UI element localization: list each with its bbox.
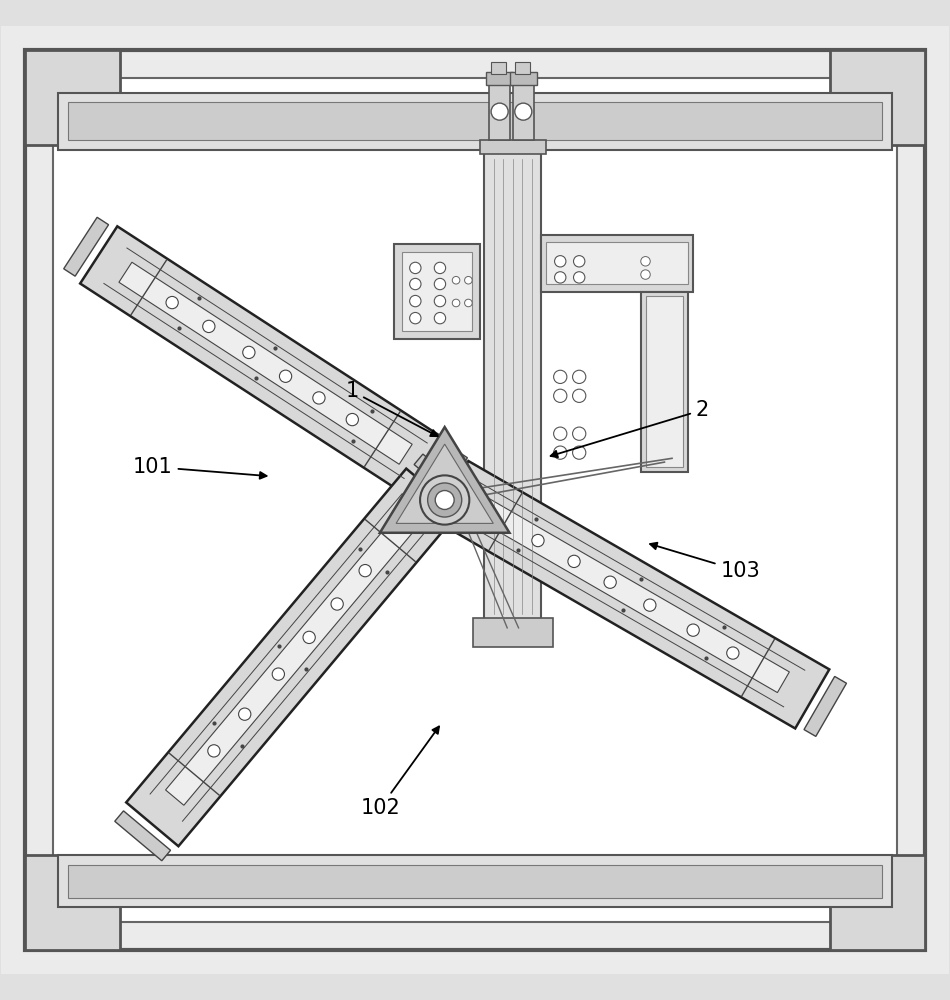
Text: 103: 103: [650, 543, 760, 581]
Bar: [645, 296, 683, 467]
Circle shape: [573, 446, 586, 459]
Circle shape: [644, 599, 655, 611]
Polygon shape: [119, 262, 412, 464]
Bar: [480, 140, 546, 154]
Bar: [25, 50, 120, 145]
Circle shape: [687, 624, 699, 636]
Circle shape: [273, 668, 284, 680]
Bar: [513, 83, 534, 140]
Circle shape: [435, 491, 454, 509]
Polygon shape: [423, 450, 467, 509]
Circle shape: [303, 631, 315, 644]
Polygon shape: [80, 226, 451, 500]
Circle shape: [208, 745, 220, 757]
Circle shape: [409, 312, 421, 324]
Circle shape: [554, 446, 567, 459]
Circle shape: [279, 370, 292, 382]
Bar: [491, 62, 506, 74]
Circle shape: [555, 272, 566, 283]
Circle shape: [452, 276, 460, 284]
Bar: [58, 93, 892, 150]
Circle shape: [573, 370, 586, 383]
Text: 1: 1: [345, 381, 438, 436]
Circle shape: [554, 427, 567, 440]
Bar: [473, 618, 553, 647]
Bar: [640, 292, 688, 472]
Circle shape: [420, 475, 469, 525]
Polygon shape: [414, 454, 470, 504]
Circle shape: [573, 427, 586, 440]
Circle shape: [313, 392, 325, 404]
Circle shape: [574, 272, 585, 283]
Polygon shape: [804, 676, 846, 736]
Circle shape: [409, 262, 421, 274]
Text: 101: 101: [133, 457, 267, 479]
Circle shape: [166, 296, 179, 309]
Circle shape: [465, 276, 472, 284]
Bar: [546, 242, 688, 284]
Polygon shape: [474, 497, 789, 693]
Text: 2: 2: [551, 400, 709, 457]
Circle shape: [238, 708, 251, 720]
Circle shape: [640, 257, 650, 266]
Polygon shape: [434, 461, 829, 728]
Circle shape: [434, 278, 446, 290]
Bar: [830, 50, 925, 145]
Circle shape: [727, 647, 739, 659]
Bar: [402, 252, 472, 331]
Circle shape: [243, 346, 255, 359]
Bar: [67, 102, 883, 140]
Circle shape: [465, 299, 472, 307]
Bar: [489, 83, 510, 140]
Circle shape: [434, 295, 446, 307]
Circle shape: [346, 413, 358, 426]
Polygon shape: [126, 469, 459, 846]
Text: 102: 102: [360, 726, 439, 818]
Circle shape: [491, 103, 508, 120]
Circle shape: [554, 370, 567, 383]
Circle shape: [555, 256, 566, 267]
Circle shape: [409, 278, 421, 290]
Bar: [394, 244, 480, 339]
Polygon shape: [380, 427, 509, 533]
Circle shape: [515, 103, 532, 120]
Circle shape: [604, 576, 617, 588]
Circle shape: [640, 270, 650, 279]
Polygon shape: [115, 811, 171, 861]
Polygon shape: [64, 217, 108, 276]
Circle shape: [532, 534, 544, 547]
Polygon shape: [396, 444, 493, 523]
Circle shape: [434, 312, 446, 324]
Circle shape: [331, 598, 343, 610]
Polygon shape: [417, 453, 460, 513]
Polygon shape: [165, 510, 419, 805]
Bar: [53, 78, 897, 922]
Circle shape: [573, 389, 586, 402]
Bar: [25, 855, 120, 950]
Bar: [510, 72, 537, 85]
Bar: [58, 855, 892, 907]
Circle shape: [452, 299, 460, 307]
Bar: [486, 72, 513, 85]
Bar: [515, 62, 530, 74]
Bar: [830, 855, 925, 950]
Bar: [484, 150, 542, 623]
Bar: [542, 235, 693, 292]
Circle shape: [409, 295, 421, 307]
Circle shape: [568, 555, 580, 568]
Circle shape: [428, 483, 462, 517]
Circle shape: [359, 564, 371, 577]
Circle shape: [554, 389, 567, 402]
Circle shape: [434, 262, 446, 274]
Bar: [67, 865, 883, 898]
Circle shape: [202, 320, 215, 333]
Circle shape: [574, 256, 585, 267]
